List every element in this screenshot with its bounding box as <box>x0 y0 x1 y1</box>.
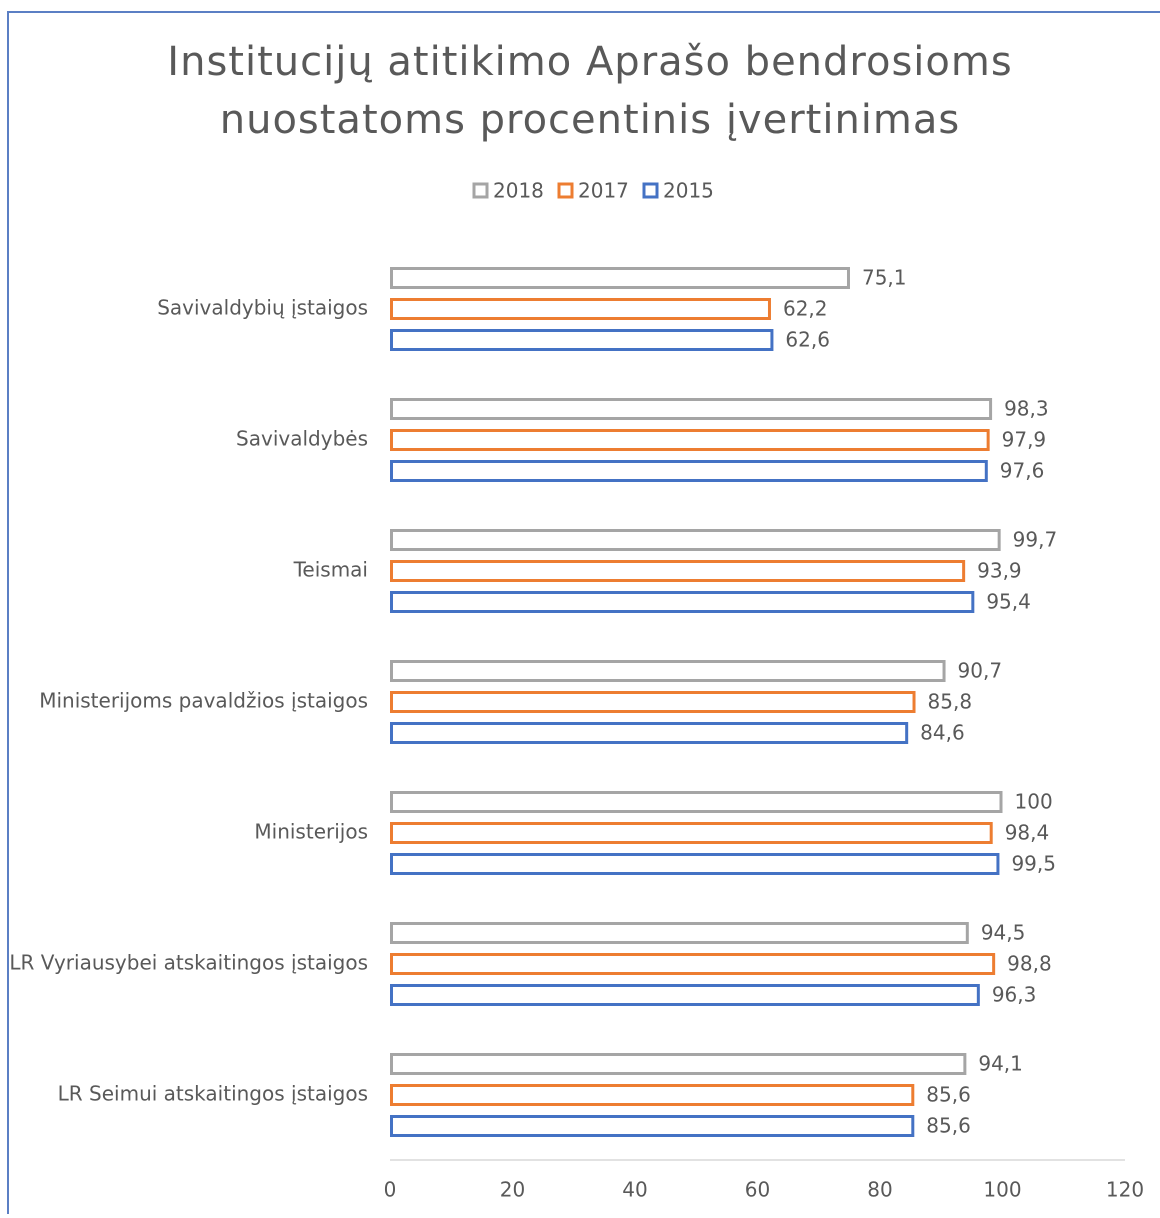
chart-title: nuostatoms procentinis įvertinimas <box>220 97 961 143</box>
bar <box>390 1084 915 1106</box>
x-tick-label: 20 <box>500 1178 525 1202</box>
value-label: 62,6 <box>785 328 830 352</box>
value-label: 85,6 <box>926 1114 971 1138</box>
bar <box>390 460 988 482</box>
bar <box>390 953 996 975</box>
bar <box>390 1115 915 1137</box>
bar <box>390 591 975 613</box>
bar <box>390 267 850 289</box>
value-label: 97,6 <box>1000 459 1045 483</box>
x-tick-label: 100 <box>983 1178 1021 1202</box>
legend-swatch <box>557 182 574 199</box>
bar <box>390 922 969 944</box>
bar <box>390 429 990 451</box>
bar <box>390 822 993 844</box>
chart-border <box>7 11 1160 1218</box>
value-label: 95,4 <box>986 590 1031 614</box>
legend-swatch <box>642 182 659 199</box>
value-label: 62,2 <box>783 297 828 321</box>
bar <box>390 691 916 713</box>
value-label: 100 <box>1015 790 1053 814</box>
y-tick-label: Ministerijos <box>254 820 368 844</box>
value-label: 97,9 <box>1002 428 1047 452</box>
value-label: 90,7 <box>958 659 1003 683</box>
bar <box>390 398 993 420</box>
bar <box>390 560 966 582</box>
y-tick-label: Teismai <box>293 558 368 582</box>
legend-swatch <box>472 182 489 199</box>
bar <box>390 722 909 744</box>
value-label: 84,6 <box>920 721 965 745</box>
value-label: 99,7 <box>1013 528 1058 552</box>
value-label: 85,8 <box>928 690 973 714</box>
x-tick-label: 120 <box>1106 1178 1144 1202</box>
bar <box>390 529 1001 551</box>
legend-label: 2015 <box>663 179 714 203</box>
value-label: 98,4 <box>1005 821 1050 845</box>
y-tick-label: LR Vyriausybei atskaitingos įstaigos <box>9 951 368 975</box>
x-tick-label: 80 <box>867 1178 892 1202</box>
bar <box>390 329 774 351</box>
y-tick-label: Savivaldybių įstaigos <box>157 296 368 320</box>
y-tick-label: Ministerijoms pavaldžios įstaigos <box>39 689 368 713</box>
value-label: 75,1 <box>862 266 907 290</box>
value-label: 94,1 <box>978 1052 1023 1076</box>
x-tick-label: 60 <box>745 1178 770 1202</box>
x-tick-label: 40 <box>622 1178 647 1202</box>
legend-label: 2017 <box>578 179 629 203</box>
value-label: 85,6 <box>926 1083 971 1107</box>
bar <box>390 1053 967 1075</box>
value-label: 98,3 <box>1004 397 1049 421</box>
value-label: 96,3 <box>992 983 1037 1007</box>
value-label: 99,5 <box>1011 852 1056 876</box>
x-tick-label: 0 <box>384 1178 397 1202</box>
value-label: 93,9 <box>977 559 1022 583</box>
value-label: 94,5 <box>981 921 1026 945</box>
chart-title: Institucijų atitikimo Aprašo bendrosioms <box>167 39 1012 85</box>
y-tick-label: LR Seimui atskaitingos įstaigos <box>58 1082 368 1106</box>
y-tick-label: Savivaldybės <box>236 427 368 451</box>
bar <box>390 984 980 1006</box>
value-label: 98,8 <box>1007 952 1052 976</box>
bar <box>390 298 771 320</box>
bar <box>390 853 1000 875</box>
bar <box>390 660 946 682</box>
bar <box>390 791 1003 813</box>
legend-label: 2018 <box>493 179 544 203</box>
